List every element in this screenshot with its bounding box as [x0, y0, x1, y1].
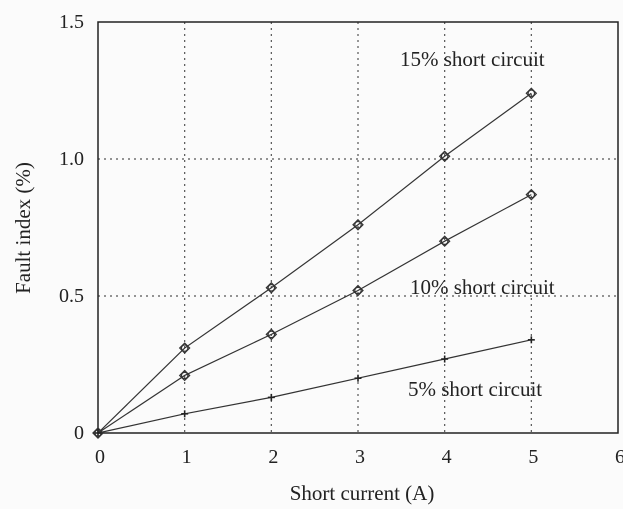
data-point-diamond-inner — [440, 152, 449, 161]
data-point-plus — [441, 355, 449, 363]
series-label-10pct: 10% short circuit — [410, 275, 555, 299]
plot-frame — [97, 21, 619, 434]
x-tick-label: 0 — [95, 446, 105, 468]
data-point-plus — [267, 393, 275, 401]
tick-labels: 0 1 2 3 4 5 6 0 0.5 1.0 1.5 — [59, 11, 623, 468]
data-point-diamond-inner — [180, 344, 189, 352]
x-tick-label: 1 — [182, 446, 192, 468]
data-point-plus — [94, 429, 102, 437]
series-line-1 — [97, 194, 532, 434]
x-tick-label: 2 — [268, 446, 278, 468]
data-point-diamond-inner — [267, 283, 276, 292]
data-point-diamond-inner — [527, 89, 536, 98]
data-point-diamond-inner — [527, 190, 536, 199]
x-tick-label: 6 — [615, 446, 623, 468]
series-label-15pct: 15% short circuit — [400, 47, 545, 71]
series-line-2 — [97, 339, 532, 434]
data-point-plus — [354, 374, 362, 382]
grid-lines — [98, 22, 618, 433]
series-label-5pct: 5% short circuit — [408, 377, 542, 401]
data-point-plus — [181, 410, 189, 418]
y-axis-label: Fault index (%) — [11, 162, 35, 294]
data-point-diamond-inner — [267, 330, 276, 339]
y-tick-label: 0 — [74, 422, 84, 444]
y-tick-label: 0.5 — [59, 285, 84, 307]
series-line-0 — [97, 92, 532, 434]
x-tick-label: 4 — [442, 446, 452, 468]
x-tick-label: 5 — [528, 446, 538, 468]
data-point-diamond-inner — [440, 237, 449, 246]
data-point-plus — [527, 336, 535, 344]
y-tick-label: 1.0 — [59, 148, 84, 170]
series-layer — [92, 87, 538, 439]
data-point-diamond-inner — [354, 220, 362, 229]
x-tick-label: 3 — [355, 446, 365, 468]
y-tick-label: 1.5 — [59, 11, 84, 33]
x-axis-label: Short current (A) — [290, 481, 435, 505]
data-point-diamond-inner — [180, 371, 189, 380]
data-point-diamond-inner — [354, 286, 362, 295]
